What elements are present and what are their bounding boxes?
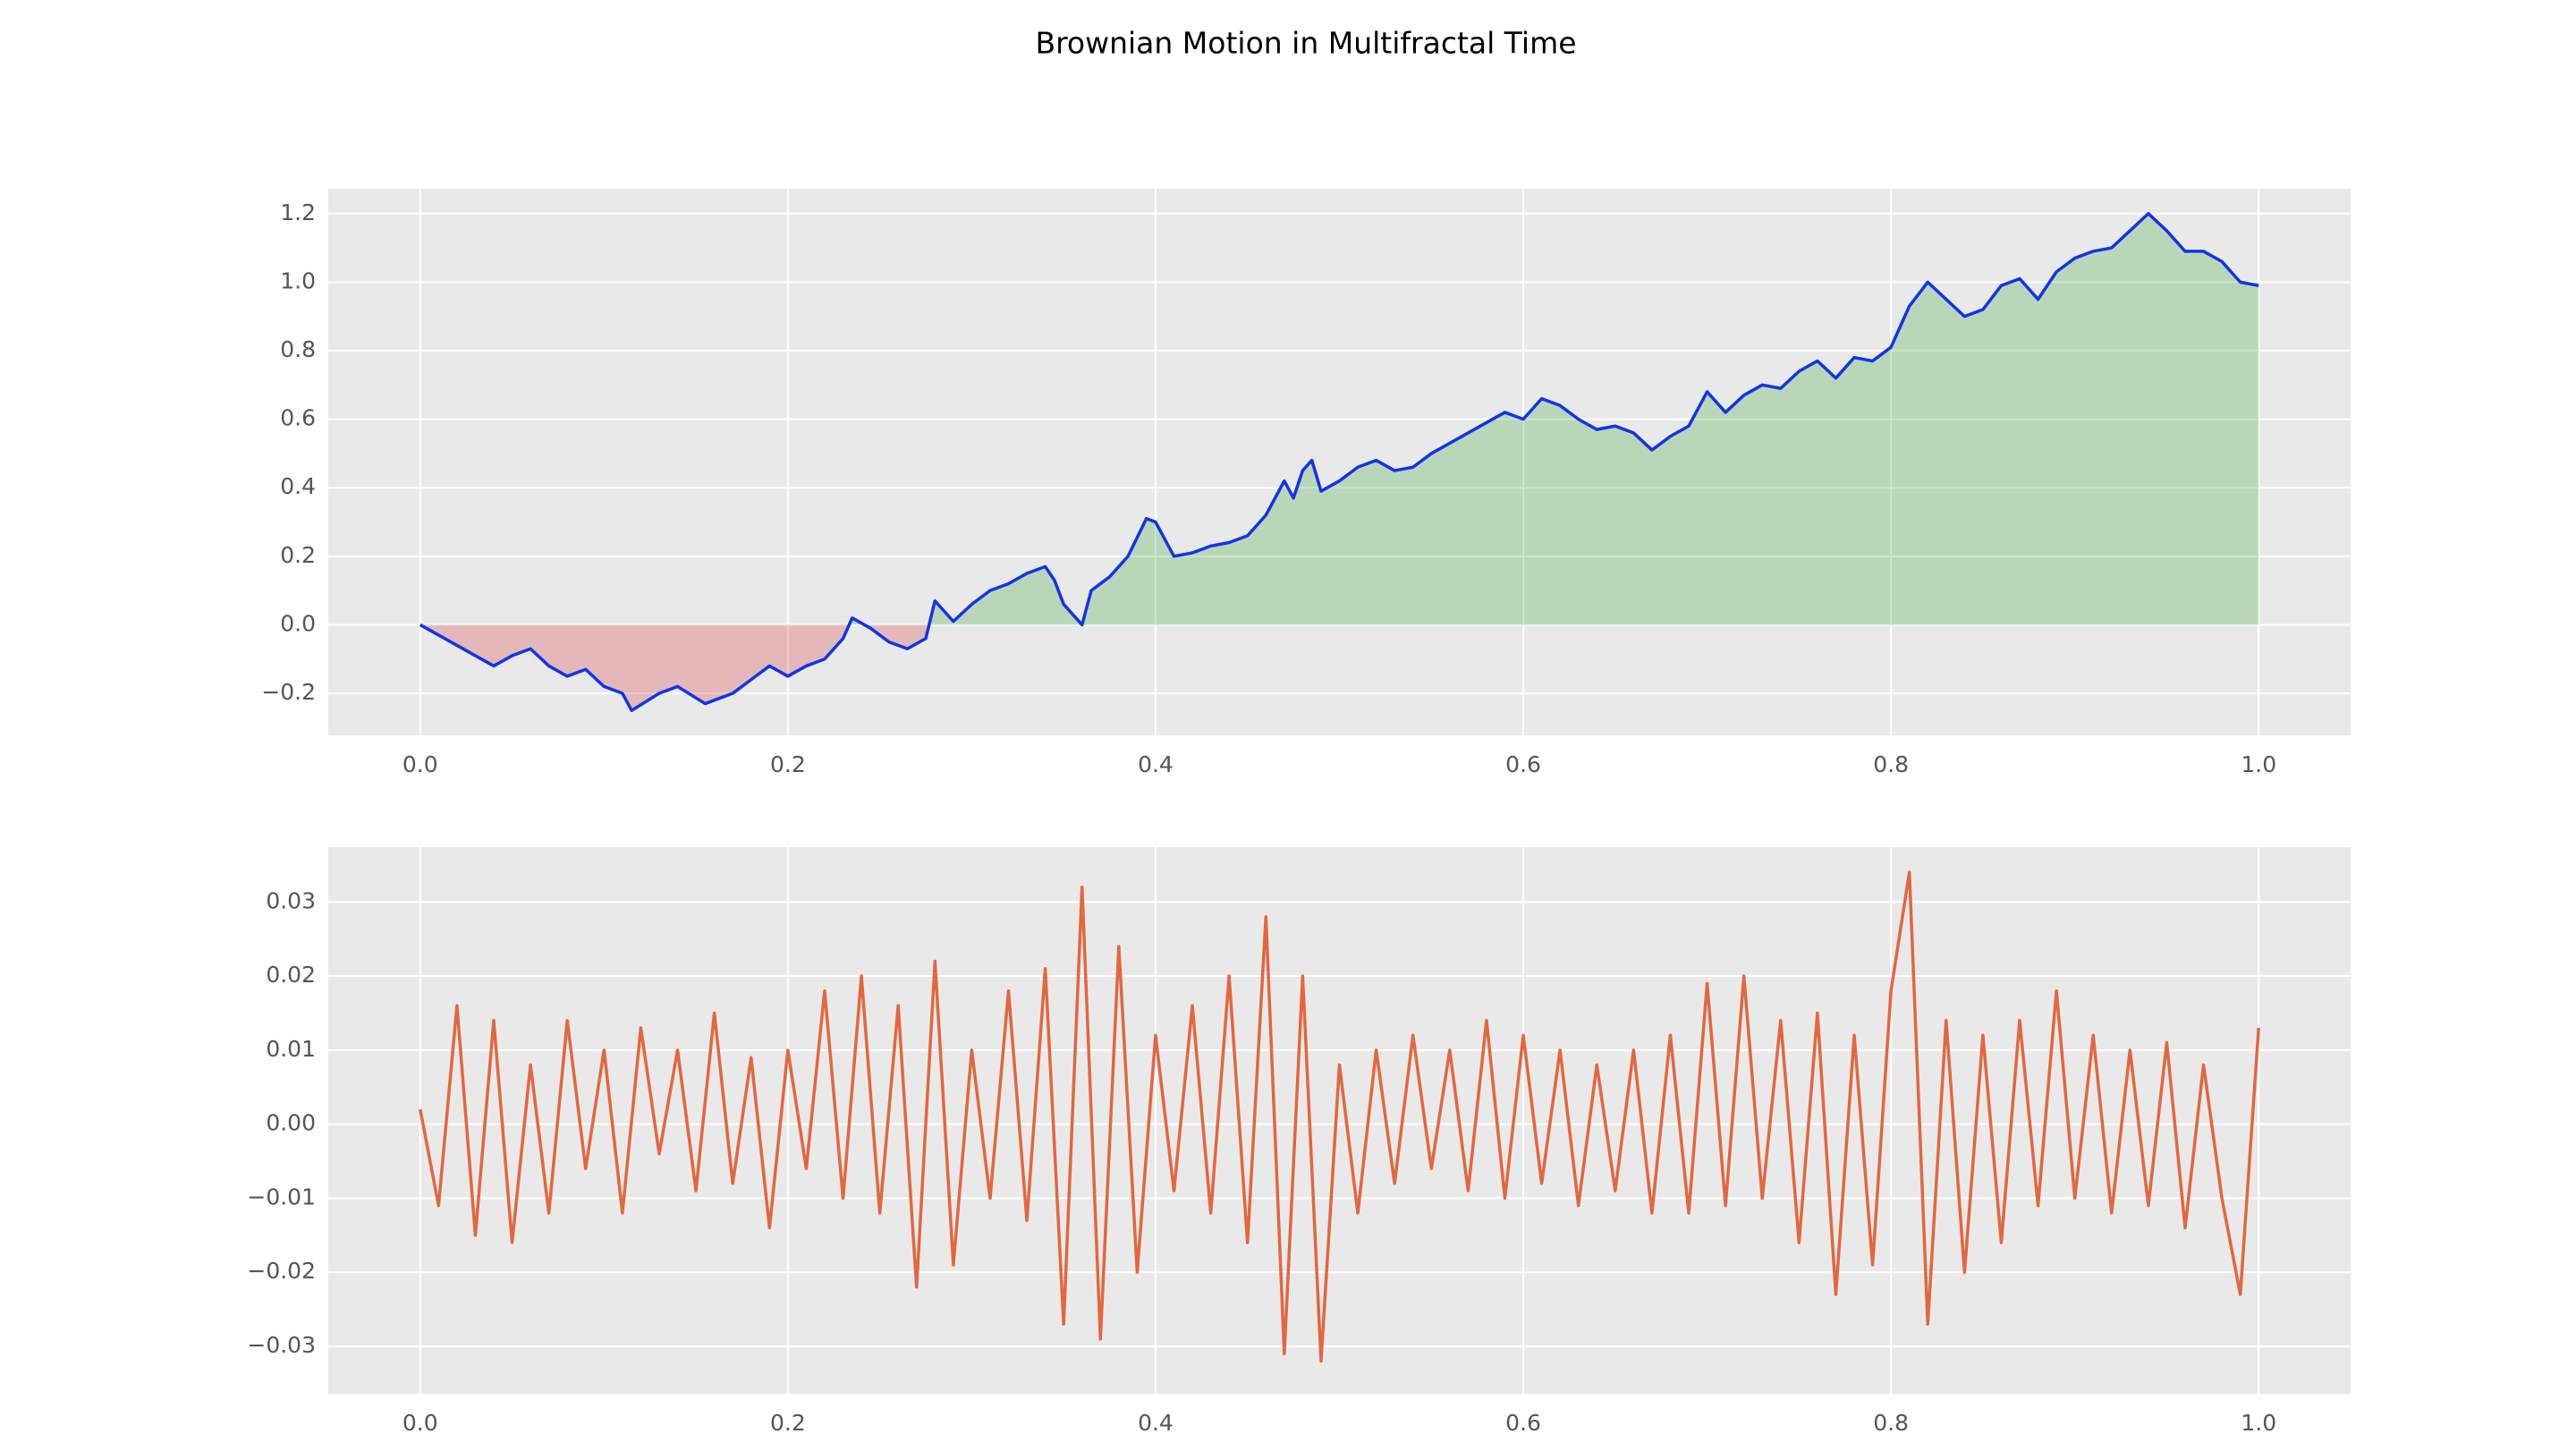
x-tick-label: 0.0 [402,1410,438,1436]
y-tick-label: −0.2 [261,679,316,705]
x-tick-label: 1.0 [2241,1410,2276,1436]
series-line [419,212,2259,712]
area-below [419,624,1082,711]
x-tick-label: 0.2 [770,751,806,777]
y-tick-label: 1.2 [280,199,316,225]
x-tick-label: 0.2 [770,1410,806,1436]
series-line [419,870,2260,1363]
y-tick-label: −0.01 [247,1184,316,1209]
y-tick-label: 0.6 [280,405,316,431]
x-tick-label: 0.4 [1138,751,1174,777]
y-tick-label: 0.03 [266,887,316,913]
y-tick-label: 1.0 [280,267,316,293]
x-tick-label: 0.4 [1138,1410,1174,1436]
y-tick-label: −0.03 [247,1332,316,1358]
area-above [419,213,2259,625]
x-tick-label: 0.6 [1505,751,1541,777]
y-tick-label: 0.00 [266,1110,316,1136]
x-tick-label: 1.0 [2241,751,2276,777]
y-tick-label: −0.02 [247,1258,316,1284]
axes: 0.0 0.2 0.4 0.6 0.8 1.0 −0.03 −0.02 −0.01 0.00 0.0… [247,847,2351,1436]
y-tick-label: 0.4 [280,473,316,499]
y-tick-label: 0.02 [266,962,316,988]
axes: 0.0 0.2 0.4 0.6 0.8 1.0 −0.2 0.0 0.2 0.4 0.6 0.8 1.0… [261,189,2351,777]
y-tick-label: 0.01 [266,1036,316,1062]
figure-title: Brownian Motion in Multifractal Time [1035,26,1576,61]
y-tick-label: 0.2 [280,542,316,568]
x-tick-label: 0.6 [1505,1410,1541,1436]
x-tick-label: 0.8 [1873,751,1909,777]
x-tick-label: 0.8 [1873,1410,1909,1436]
x-tick-label: 0.0 [402,751,438,777]
y-tick-label: 0.0 [280,610,316,636]
y-tick-label: 0.8 [280,336,316,362]
